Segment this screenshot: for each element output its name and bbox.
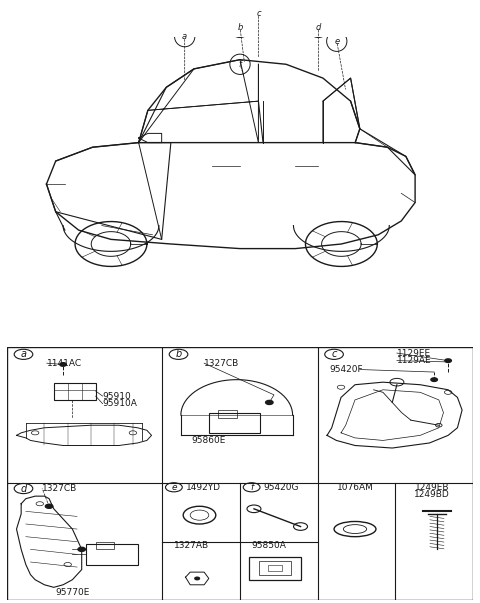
Text: c: c [331, 349, 337, 359]
Text: 95420F: 95420F [329, 365, 363, 374]
Bar [96, 541, 114, 549]
Text: f: f [239, 60, 241, 69]
Circle shape [445, 359, 451, 362]
Text: 95910: 95910 [103, 391, 132, 400]
Text: a: a [21, 349, 26, 359]
Bar [54, 384, 96, 400]
Text: 1129EE: 1129EE [397, 349, 431, 358]
Text: 95910A: 95910A [103, 399, 138, 408]
Bar [259, 561, 291, 575]
Text: 1249BD: 1249BD [414, 490, 450, 499]
Text: 1327CB: 1327CB [42, 484, 77, 493]
Text: a: a [182, 32, 187, 41]
Text: 1076AM: 1076AM [336, 483, 373, 492]
Bar [249, 557, 300, 579]
Bar [209, 412, 260, 433]
Text: 1129AE: 1129AE [397, 356, 432, 365]
Bar [268, 564, 282, 571]
Bar [86, 545, 138, 564]
Text: d: d [316, 23, 321, 32]
Text: 1327CB: 1327CB [204, 359, 240, 368]
Text: 95770E: 95770E [55, 588, 90, 597]
Circle shape [265, 400, 273, 405]
Text: c: c [256, 9, 261, 18]
Circle shape [78, 548, 85, 551]
Text: e: e [334, 37, 339, 46]
Text: d: d [20, 484, 26, 493]
Text: f: f [250, 483, 253, 492]
Bar [218, 410, 237, 418]
Circle shape [195, 577, 200, 579]
Text: e: e [171, 483, 177, 492]
Text: 1492YD: 1492YD [186, 483, 220, 492]
Circle shape [431, 378, 437, 382]
Text: 95850A: 95850A [252, 541, 287, 550]
Text: 1141AC: 1141AC [47, 359, 82, 368]
Text: 95860E: 95860E [192, 436, 226, 445]
Text: 95420G: 95420G [264, 483, 299, 492]
Text: 1327AB: 1327AB [174, 541, 209, 550]
Circle shape [46, 504, 53, 508]
Text: b: b [237, 23, 243, 32]
Text: 1249EB: 1249EB [415, 483, 450, 492]
Circle shape [60, 362, 66, 366]
Text: b: b [175, 349, 181, 359]
